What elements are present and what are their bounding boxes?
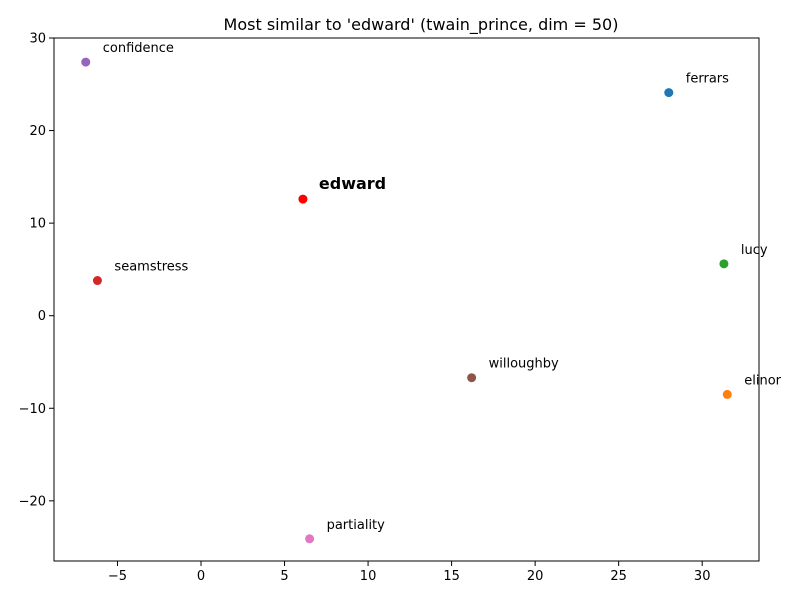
y-tick-label: 0 — [38, 309, 46, 324]
point-label-lucy: lucy — [741, 243, 768, 258]
y-tick-label: 10 — [29, 217, 46, 232]
point-ferrars — [664, 88, 674, 98]
x-tick-label: 30 — [694, 569, 711, 584]
x-tick-label: 25 — [610, 569, 627, 584]
x-tick-label: 15 — [443, 569, 460, 584]
point-label-seamstress: seamstress — [114, 260, 188, 275]
point-lucy — [719, 259, 729, 269]
y-tick-label: 20 — [29, 124, 46, 139]
x-tick-label: 10 — [360, 569, 377, 584]
x-tick-label: 20 — [527, 569, 544, 584]
y-tick-label: −10 — [19, 402, 46, 417]
point-edward — [298, 194, 308, 204]
point-label-confidence: confidence — [103, 41, 174, 56]
x-tick-label: 0 — [197, 569, 205, 584]
point-label-elinor: elinor — [744, 373, 781, 388]
point-label-edward: edward — [319, 174, 386, 193]
x-tick-label: −5 — [108, 569, 127, 584]
point-willoughby — [467, 373, 477, 383]
point-label-willoughby: willoughby — [489, 357, 559, 372]
point-seamstress — [92, 276, 102, 286]
point-partiality — [305, 534, 315, 544]
point-label-ferrars: ferrars — [686, 72, 729, 87]
data-points: edward ferrars elinor lucy seamstress confide… — [81, 41, 782, 544]
y-tick-label: 30 — [29, 32, 46, 47]
point-elinor — [722, 389, 732, 399]
y-tick-label: −20 — [19, 494, 46, 509]
point-confidence — [81, 57, 91, 67]
point-label-partiality: partiality — [327, 518, 386, 533]
x-tick-label: 5 — [280, 569, 288, 584]
chart-title: Most similar to 'edward' (twain_prince, … — [224, 15, 619, 35]
plot-frame — [53, 37, 760, 562]
plot-axes: −5 0 5 10 15 20 25 30 −20 −10 0 10 20 30 — [19, 32, 760, 584]
